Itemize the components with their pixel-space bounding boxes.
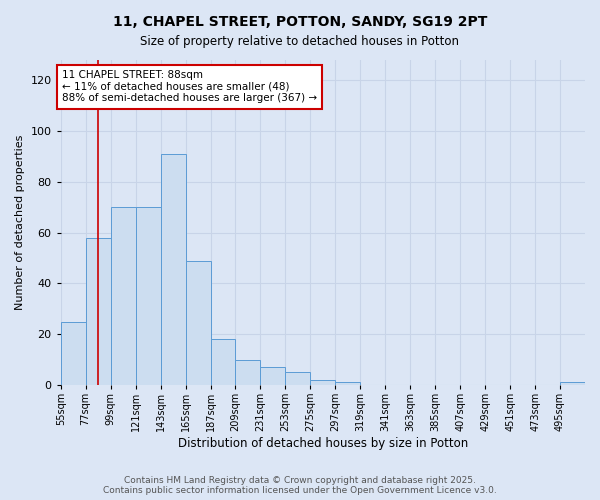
Text: Contains HM Land Registry data © Crown copyright and database right 2025.
Contai: Contains HM Land Registry data © Crown c… (103, 476, 497, 495)
Bar (185, 260, 211, 385)
Text: Size of property relative to detached houses in Potton: Size of property relative to detached ho… (140, 35, 460, 48)
Bar (136, 208, 161, 385)
Bar (110, 208, 136, 385)
X-axis label: Distribution of detached houses by size in Potton: Distribution of detached houses by size … (178, 437, 468, 450)
Bar (61, 322, 86, 385)
Text: 11 CHAPEL STREET: 88sqm
← 11% of detached houses are smaller (48)
88% of semi-de: 11 CHAPEL STREET: 88sqm ← 11% of detache… (62, 70, 317, 103)
Bar (286, 372, 310, 385)
Bar (310, 380, 335, 385)
Bar (235, 360, 260, 385)
Bar (211, 340, 235, 385)
Bar (161, 154, 185, 385)
Bar (560, 382, 585, 385)
Bar (260, 367, 286, 385)
Bar (335, 382, 361, 385)
Text: 11, CHAPEL STREET, POTTON, SANDY, SG19 2PT: 11, CHAPEL STREET, POTTON, SANDY, SG19 2… (113, 15, 487, 29)
Bar (86, 238, 110, 385)
Y-axis label: Number of detached properties: Number of detached properties (15, 135, 25, 310)
